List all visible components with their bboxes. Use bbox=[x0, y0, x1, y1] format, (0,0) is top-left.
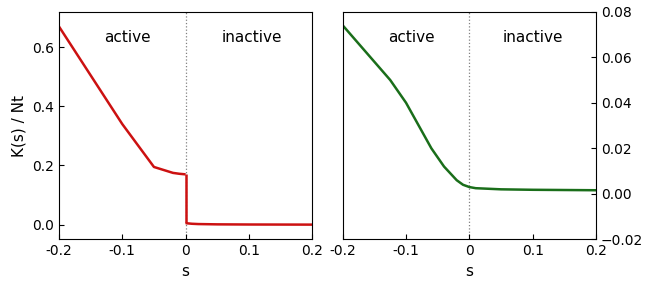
Text: active: active bbox=[388, 30, 434, 45]
X-axis label: s: s bbox=[465, 264, 474, 279]
Text: inactive: inactive bbox=[502, 30, 563, 45]
Text: active: active bbox=[104, 30, 151, 45]
Y-axis label: K(s) / Nt: K(s) / Nt bbox=[12, 95, 27, 157]
X-axis label: s: s bbox=[181, 264, 190, 279]
Text: inactive: inactive bbox=[221, 30, 282, 45]
